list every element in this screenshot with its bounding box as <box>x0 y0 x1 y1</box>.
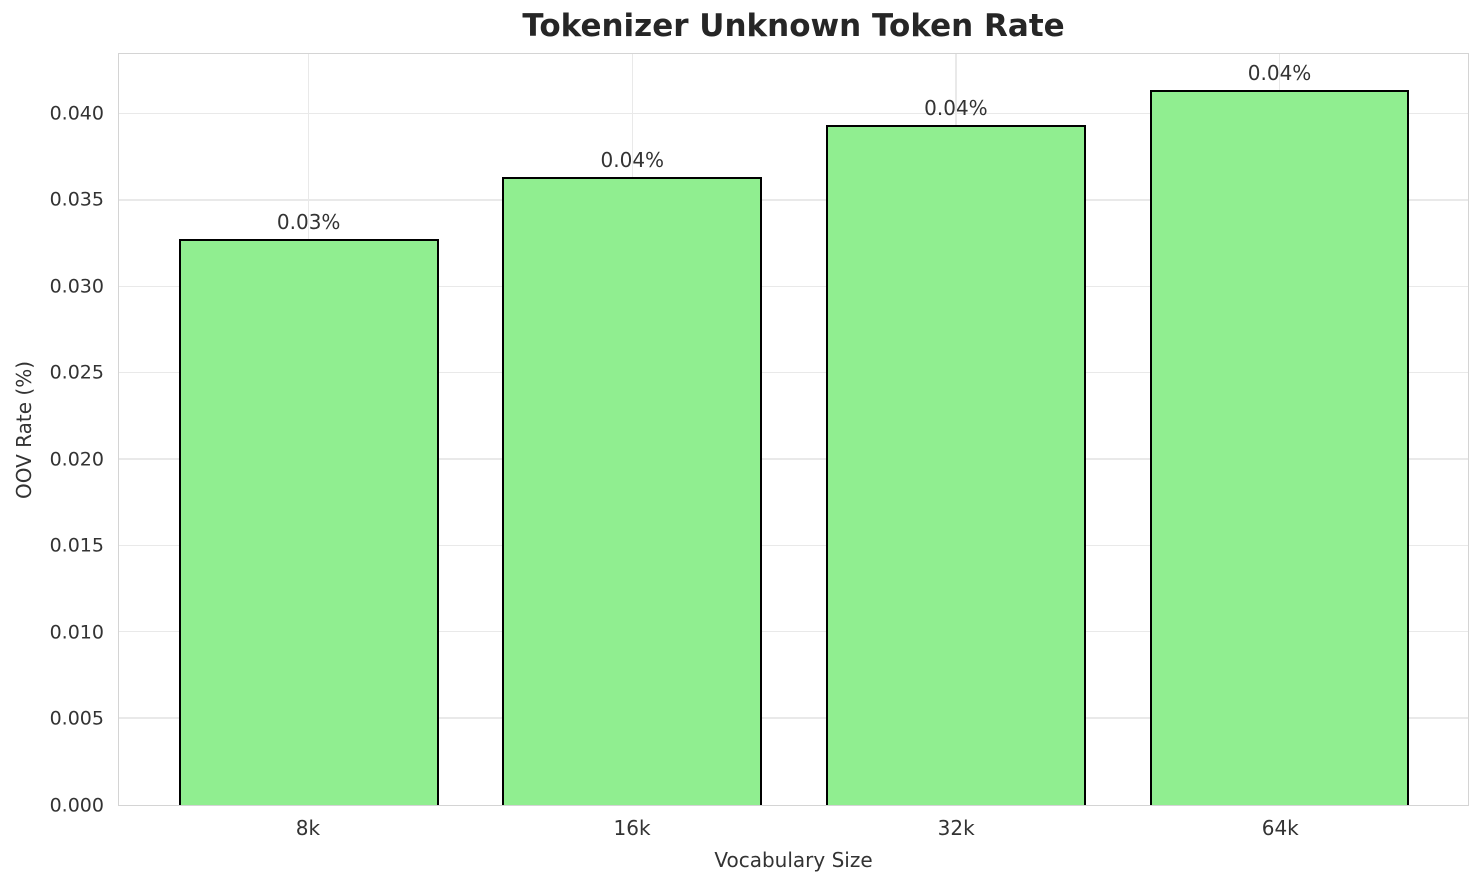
y-gridline-0.030 <box>119 285 1468 288</box>
y-tick-label-0.010: 0.010 <box>49 621 104 644</box>
y-tick-label-0.000: 0.000 <box>49 794 104 817</box>
bar-16k <box>502 176 763 805</box>
x-tick-label-8k: 8k <box>295 816 321 840</box>
y-tick-label-0.005: 0.005 <box>49 707 104 730</box>
y-gridline-0.010 <box>119 630 1468 633</box>
y-tick-label-0.025: 0.025 <box>49 361 104 384</box>
y-tick-label-0.020: 0.020 <box>49 448 104 471</box>
bar-value-label-64k: 0.04% <box>1247 61 1312 86</box>
y-gridline-0.020 <box>119 458 1468 460</box>
x-axis-label: Vocabulary Size <box>714 848 873 872</box>
y-tick-label-0.040: 0.040 <box>49 102 104 125</box>
chart-title: Tokenizer Unknown Token Rate <box>522 8 1065 44</box>
x-tick-label-64k: 64k <box>1261 816 1299 840</box>
x-tick-label-16k: 16k <box>613 816 651 840</box>
bar-64k <box>1149 90 1410 805</box>
bar-value-label-16k: 0.04% <box>600 147 665 172</box>
bar-32k <box>826 124 1086 805</box>
y-tick-label-0.030: 0.030 <box>49 275 104 298</box>
y-gridline-0.025 <box>119 371 1468 374</box>
plot-area: 0.03% 0.04% 0.04% 0.04% <box>118 53 1469 806</box>
x-tick-label-32k: 32k <box>937 816 975 840</box>
bar-value-label-8k: 0.03% <box>276 209 341 234</box>
y-gridline-0.040 <box>119 112 1468 115</box>
y-gridline-0.035 <box>119 199 1468 201</box>
bar-value-label-32k: 0.04% <box>924 95 988 120</box>
y-gridline-0.005 <box>119 717 1468 719</box>
y-tick-label-0.015: 0.015 <box>49 534 104 557</box>
y-tick-label-0.035: 0.035 <box>49 188 104 211</box>
y-gridline-0.015 <box>119 544 1468 547</box>
bar-8k <box>178 238 439 805</box>
